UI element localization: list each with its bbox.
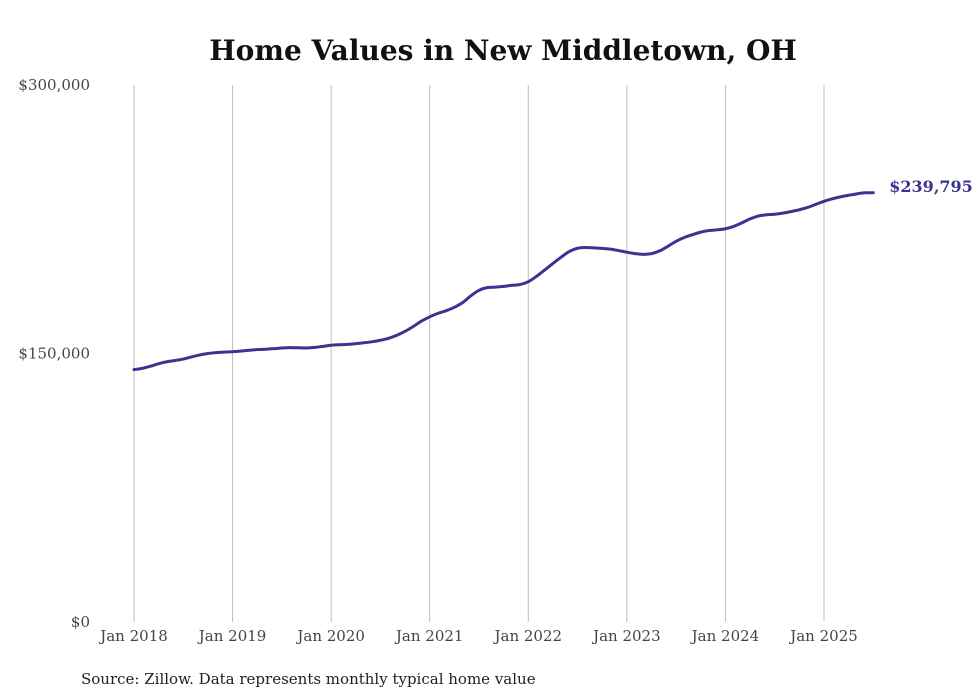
end-value-label: $239,795 (889, 177, 973, 196)
x-tick-label: Jan 2022 (493, 627, 563, 645)
y-tick-label: $150,000 (18, 345, 90, 363)
x-tick-label: Jan 2020 (295, 627, 365, 645)
series-line-home-value (132, 191, 875, 372)
y-tick-label: $300,000 (18, 76, 90, 94)
y-tick-label: $0 (71, 613, 90, 631)
chart-title: Home Values in New Middletown, OH (209, 34, 797, 67)
x-tick-label: Jan 2018 (98, 627, 168, 645)
x-tick-label: Jan 2025 (788, 627, 858, 645)
source-note: Source: Zillow. Data represents monthly … (81, 670, 536, 688)
grid-lines (133, 85, 825, 622)
x-axis-ticks: Jan 2018 Jan 2019 Jan 2020 Jan 2021 Jan 2022… (98, 627, 858, 645)
x-tick-label: Jan 2021 (394, 627, 464, 645)
x-tick-label: Jan 2024 (690, 627, 760, 645)
x-tick-label: Jan 2023 (591, 627, 661, 645)
x-tick-label: Jan 2019 (197, 627, 267, 645)
y-axis-ticks: $0 $150,000 $300,000 (18, 76, 90, 631)
